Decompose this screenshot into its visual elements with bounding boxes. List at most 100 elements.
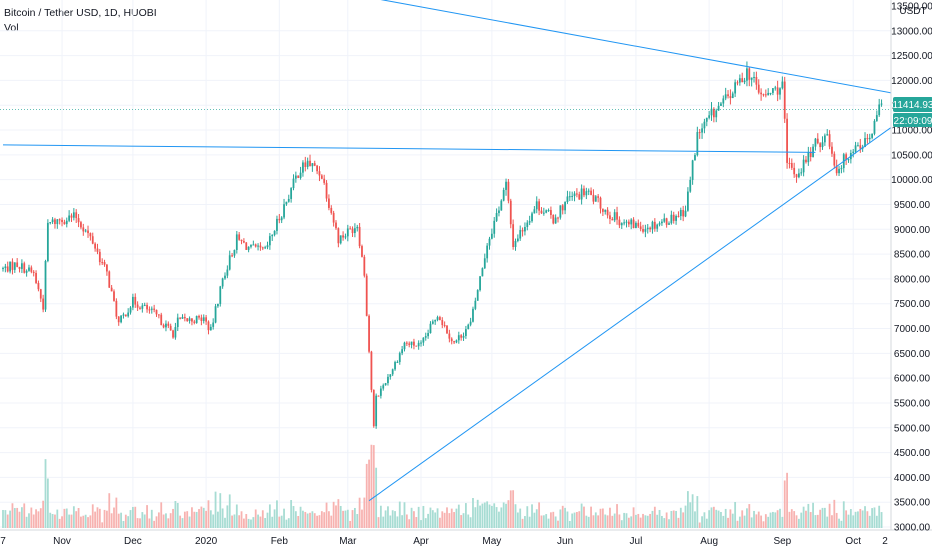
volume-bar — [672, 510, 675, 528]
volume-bar — [65, 508, 68, 528]
volume-bar — [764, 514, 767, 528]
volume-bar — [259, 516, 262, 528]
candle-body — [772, 88, 774, 93]
candle-body — [186, 318, 189, 321]
grid — [0, 0, 891, 530]
volume-bar — [82, 515, 85, 528]
candle-body — [868, 137, 871, 140]
volume-bar — [838, 518, 840, 528]
candle-body — [117, 316, 120, 323]
candle-body — [831, 146, 833, 154]
candle-body — [35, 272, 37, 283]
volume-bar — [840, 520, 843, 528]
volume-bar — [564, 507, 566, 528]
candle-body — [94, 243, 97, 249]
volume-bar — [528, 516, 531, 528]
volume-bar — [559, 509, 562, 528]
volume-bar — [37, 511, 40, 528]
volume-bar — [464, 503, 467, 528]
volume-bar — [571, 513, 574, 528]
candle-body — [738, 78, 741, 83]
candle-body — [325, 182, 328, 199]
candle-body — [781, 81, 784, 89]
volume-bar — [439, 517, 441, 528]
y-tick-label: 7000.00 — [894, 324, 931, 335]
candle-body — [214, 306, 217, 323]
candle-body — [453, 341, 455, 343]
candle-body — [28, 267, 30, 271]
candle-body — [82, 227, 85, 232]
volume-bar — [441, 511, 444, 528]
candle-body — [708, 115, 711, 118]
volume-bar — [448, 513, 451, 528]
volume-bar — [743, 515, 746, 528]
volume-bar — [533, 512, 536, 528]
x-tick-label: Jun — [557, 536, 573, 547]
volume-bar — [365, 463, 368, 528]
volume-bar — [493, 503, 496, 528]
volume-bar — [89, 515, 92, 528]
volume-bar — [398, 501, 401, 528]
volume-bar — [188, 516, 191, 528]
candle-body — [474, 300, 477, 309]
volume-bar — [42, 500, 45, 528]
volume-bar — [403, 502, 406, 528]
volume-bar — [668, 519, 670, 528]
volume-bar — [80, 516, 82, 528]
candle-body — [139, 307, 141, 309]
candle-body — [783, 81, 786, 119]
volume-bar — [124, 514, 127, 528]
volume-bar — [183, 511, 186, 528]
volume-bar — [335, 505, 337, 528]
y-tick-label: 10000.00 — [891, 175, 932, 186]
volume-bar — [226, 505, 229, 528]
volume-bar — [148, 518, 151, 528]
volume-bar — [632, 507, 635, 528]
time-axis[interactable]: 7 Nov Dec 2020 Feb Mar Apr May Jun Jul Aug Sep Oct 2 — [0, 536, 888, 547]
volume-bar — [750, 517, 753, 528]
candle-body — [207, 321, 210, 331]
volume-bar — [351, 510, 354, 528]
volume-bar — [637, 513, 640, 528]
volume-bar — [299, 506, 302, 528]
volume-bar — [235, 504, 238, 528]
volume-bar — [731, 513, 734, 528]
volume-bar — [845, 510, 848, 528]
volume-bar — [748, 504, 751, 528]
candle-body — [113, 291, 115, 301]
x-tick-label: 7 — [0, 536, 6, 547]
candle-body — [309, 160, 311, 167]
candle-body — [351, 228, 354, 234]
candle-body — [557, 217, 559, 219]
candle-body — [339, 235, 342, 244]
candle-body — [169, 325, 172, 331]
candle-body — [330, 207, 333, 213]
candle-body — [871, 133, 874, 138]
volume-bar — [167, 518, 170, 528]
volume-bar — [663, 518, 666, 528]
volume-bar — [679, 507, 682, 528]
volume-bar — [457, 504, 460, 528]
volume-bar — [287, 518, 290, 528]
volume-bar — [2, 509, 4, 528]
candle-body — [127, 312, 130, 317]
volume-bar — [72, 506, 75, 528]
price-axis[interactable]: 3000.00 3500.00 4000.00 4500.00 5000.00 5500.… — [891, 2, 932, 534]
candle-body — [316, 165, 319, 172]
candle-body — [573, 193, 576, 196]
volume-bar — [242, 518, 245, 528]
volume-bar — [271, 516, 274, 528]
volume-bar — [776, 510, 779, 528]
volume-bar — [797, 518, 800, 528]
candle-body — [637, 222, 640, 227]
candle-body — [566, 196, 569, 203]
volume-bar — [186, 511, 189, 528]
volume-bar — [214, 491, 217, 528]
candle-body — [306, 160, 309, 167]
volume-bar — [150, 509, 153, 528]
candle-body — [179, 317, 182, 319]
volume-bar — [727, 517, 729, 528]
volume-bar — [278, 516, 281, 528]
volume-bar — [842, 501, 845, 528]
